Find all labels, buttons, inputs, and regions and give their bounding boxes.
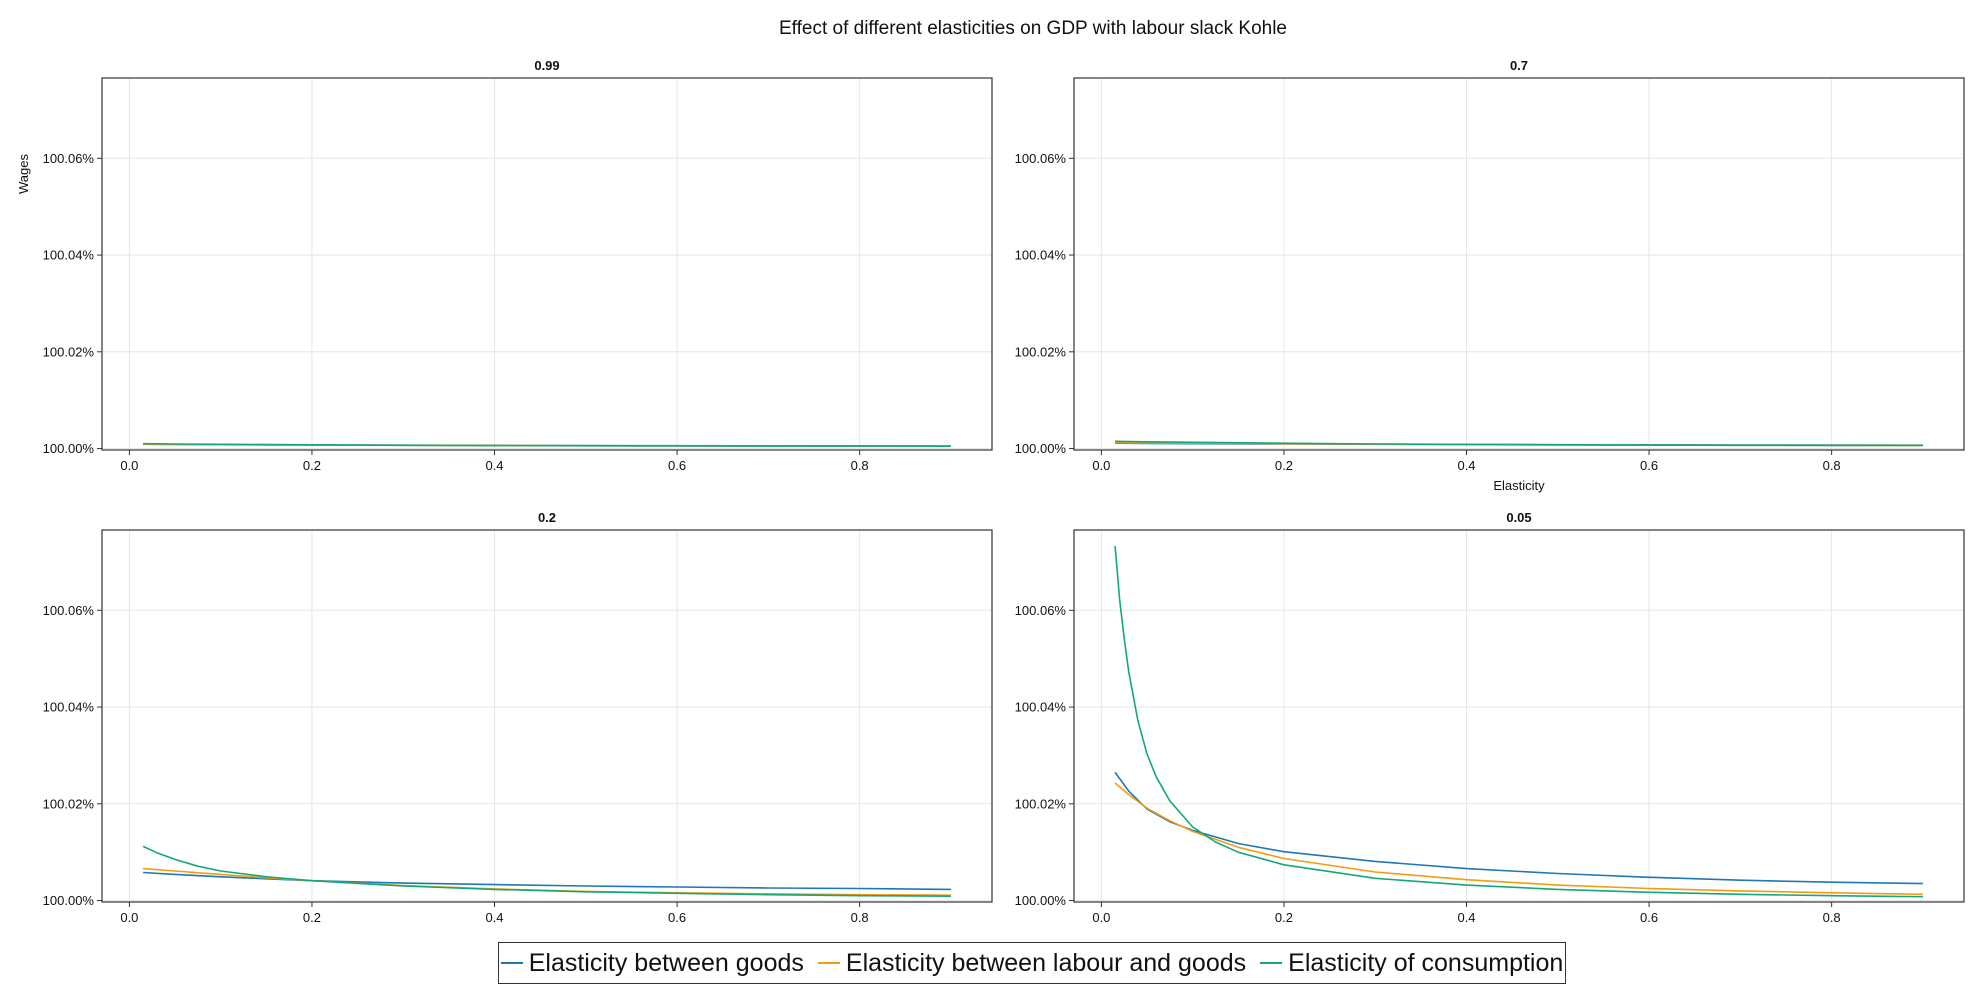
plot-frame xyxy=(101,77,993,451)
y-axis-label: Wages xyxy=(16,154,31,194)
y-tick-label: 100.06% xyxy=(43,151,95,166)
subplot-2: 0.7 0.0 0.2 0.4 0.6 0.8 100.00% 100.02% 100.04% 1… xyxy=(1015,58,1965,493)
figure-title: Effect of different elasticities on GDP … xyxy=(779,18,1287,39)
x-tick-label: 0.2 xyxy=(303,910,321,925)
y-tick-label: 100.02% xyxy=(1015,796,1067,811)
subplot-1: 0.99 0.0 0.2 0.4 0.6 0.8 100.00% 100.02% 100.04%… xyxy=(16,58,993,473)
y-tick-label: 100.04% xyxy=(1015,700,1067,715)
x-tick-label: 0.6 xyxy=(1640,458,1658,473)
y-tick-label: 100.06% xyxy=(1015,603,1067,618)
y-tick-label: 100.00% xyxy=(1015,441,1067,456)
subplot-title: 0.2 xyxy=(538,510,556,525)
y-tick-label: 100.04% xyxy=(43,248,95,263)
series-line-consumption xyxy=(1115,440,1923,447)
x-tick-label: 0.0 xyxy=(1092,458,1110,473)
chart-legend: Elasticity between goods Elasticity betwe… xyxy=(498,942,1566,984)
legend-item-consumption: Elasticity of consumption xyxy=(1260,949,1563,978)
y-tick-label: 100.02% xyxy=(43,796,95,811)
x-tick-label: 0.4 xyxy=(1457,910,1475,925)
legend-label: Elasticity of consumption xyxy=(1288,948,1564,977)
x-tick-label: 0.0 xyxy=(1092,910,1110,925)
series-line-labour_goods xyxy=(1114,782,1923,896)
plot-frame xyxy=(101,529,993,903)
x-axis-label: Elasticity xyxy=(1493,478,1545,493)
x-tick-label: 0.0 xyxy=(120,910,138,925)
x-tick-label: 0.6 xyxy=(668,910,686,925)
x-tick-label: 0.4 xyxy=(485,910,503,925)
x-tick-label: 0.8 xyxy=(1823,910,1841,925)
y-tick-label: 100.00% xyxy=(1015,893,1067,908)
y-tick-label: 100.06% xyxy=(1015,151,1067,166)
legend-swatch xyxy=(500,962,523,964)
x-tick-label: 0.8 xyxy=(851,910,869,925)
x-tick-label: 0.6 xyxy=(1640,910,1658,925)
y-tick-label: 100.02% xyxy=(1015,344,1067,359)
x-tick-label: 0.2 xyxy=(1275,458,1293,473)
legend-label: Elasticity between goods xyxy=(528,948,804,977)
legend-swatch xyxy=(1260,962,1283,964)
series-line-consumption xyxy=(142,845,951,898)
subplot-title: 0.99 xyxy=(534,58,559,73)
x-tick-label: 0.6 xyxy=(668,458,686,473)
x-tick-label: 0.0 xyxy=(120,458,138,473)
subplot-4: 0.05 0.0 0.2 0.4 0.6 0.8 100.00% 100.02% 100.04%… xyxy=(1015,510,1965,925)
x-tick-label: 0.4 xyxy=(485,458,503,473)
legend-swatch xyxy=(817,962,840,964)
legend-label: Elasticity between labour and goods xyxy=(845,948,1247,977)
series-line-consumption xyxy=(143,442,951,448)
y-tick-label: 100.00% xyxy=(43,893,95,908)
legend-item-labour_goods: Elasticity between labour and goods xyxy=(817,948,1247,978)
plot-frame xyxy=(1073,77,1965,451)
subplot-3: 0.2 0.0 0.2 0.4 0.6 0.8 100.00% 100.02% 100.04% 1… xyxy=(43,510,993,925)
x-tick-label: 0.2 xyxy=(1275,910,1293,925)
series-line-consumption xyxy=(1114,545,1923,898)
x-tick-label: 0.8 xyxy=(851,458,869,473)
x-tick-label: 0.2 xyxy=(303,458,321,473)
subplot-title: 0.05 xyxy=(1506,510,1531,525)
x-tick-label: 0.8 xyxy=(1823,458,1841,473)
series-line-goods xyxy=(143,871,951,891)
y-tick-label: 100.02% xyxy=(43,344,95,359)
y-tick-label: 100.06% xyxy=(43,603,95,618)
y-tick-label: 100.04% xyxy=(1015,248,1067,263)
x-tick-label: 0.4 xyxy=(1457,458,1475,473)
y-tick-label: 100.00% xyxy=(43,441,95,456)
series-line-goods xyxy=(1114,771,1923,885)
y-tick-label: 100.04% xyxy=(43,700,95,715)
legend-item-goods: Elasticity between goods xyxy=(500,948,804,978)
subplot-title: 0.7 xyxy=(1510,58,1528,73)
plot-frame xyxy=(1073,529,1965,903)
